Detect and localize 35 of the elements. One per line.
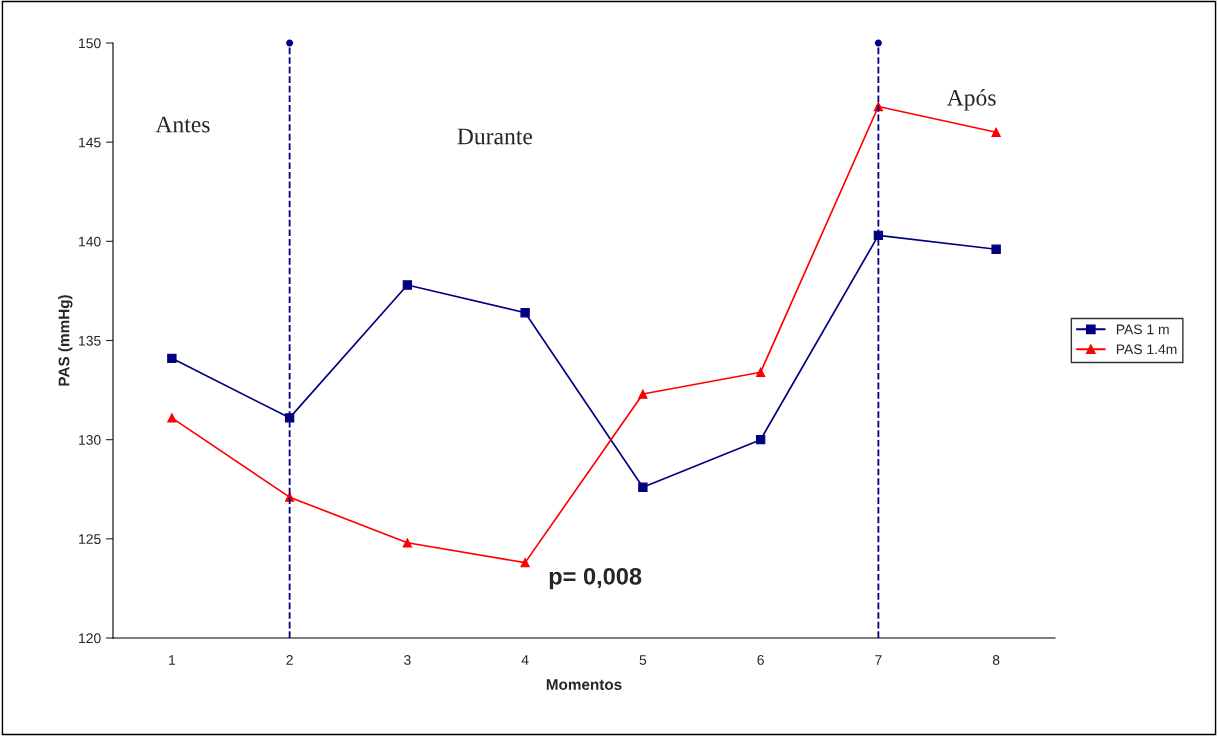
y-tick-label: 120 <box>79 633 101 644</box>
point <box>638 482 648 492</box>
point <box>755 367 766 377</box>
point <box>402 538 413 548</box>
x-tick-label: 8 <box>992 655 1000 665</box>
legend-label: PAS 1 m <box>1116 324 1169 335</box>
annotation: Durante <box>457 128 533 145</box>
y-tick-label: 130 <box>79 435 101 445</box>
x-tick-label: 6 <box>757 655 764 665</box>
x-tick-label: 7 <box>875 655 882 665</box>
y-axis-title: PAS (mmHg) <box>58 295 73 386</box>
x-tick-label: 1 <box>169 655 176 665</box>
x-tick-label: 2 <box>286 655 293 665</box>
annotation: p= 0,008 <box>549 567 642 590</box>
y-tick-label: 140 <box>79 236 101 247</box>
y-tick-label: 145 <box>79 137 101 148</box>
x-tick-label: 4 <box>521 655 529 665</box>
annotation: Após <box>946 89 996 111</box>
y-tick-label: 135 <box>79 335 101 346</box>
annotation: Antes <box>155 116 210 133</box>
point <box>638 389 648 399</box>
point <box>520 557 530 568</box>
point <box>167 353 177 364</box>
legend-label: PAS 1.4m <box>1116 344 1177 355</box>
x-tick-label: 3 <box>404 655 411 665</box>
x-tick-label: 5 <box>639 655 647 665</box>
point <box>991 127 1001 137</box>
y-tick-label: 150 <box>79 38 101 49</box>
point <box>167 413 177 423</box>
point <box>755 434 766 445</box>
y-tick-label: 125 <box>79 534 101 544</box>
point <box>402 280 413 290</box>
x-axis-title: Momentos <box>546 679 622 690</box>
point <box>991 244 1001 254</box>
point <box>520 308 530 318</box>
